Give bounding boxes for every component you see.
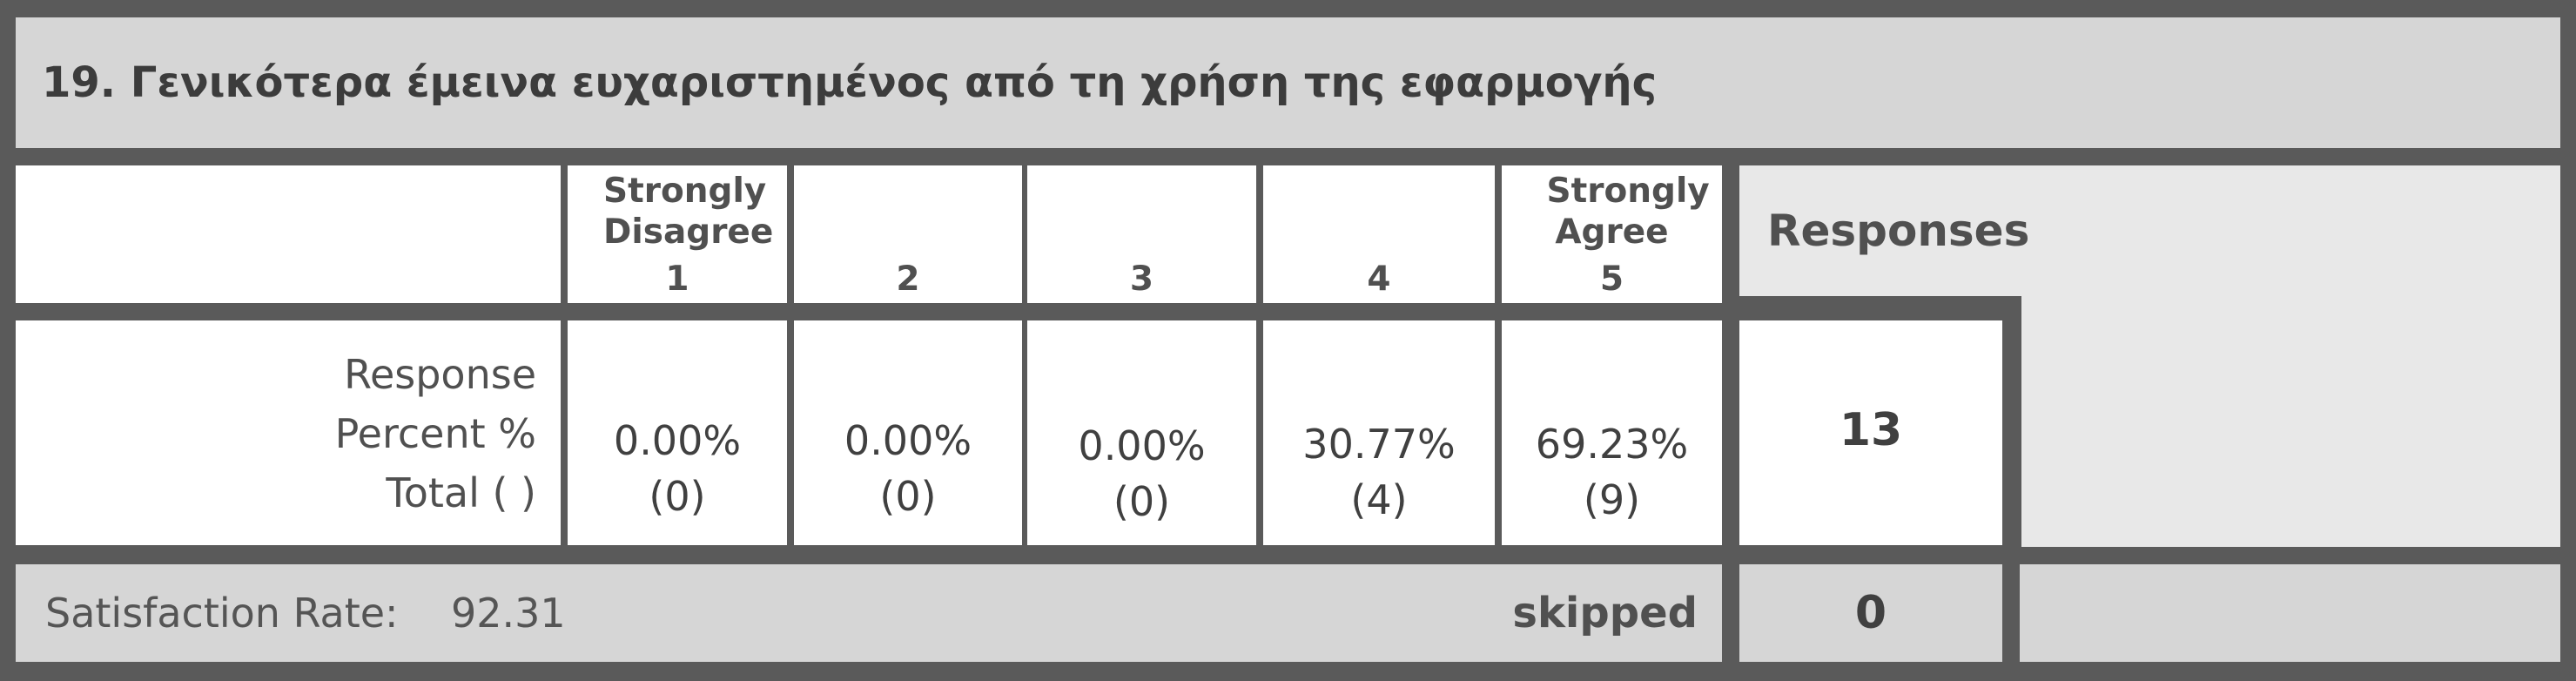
row-label-response: Response: [344, 351, 536, 398]
row-label-percent: Percent %: [334, 410, 536, 457]
value-cell-4: 30.77% (4): [1263, 320, 1495, 545]
column-header-2: 2: [794, 165, 1022, 303]
column-number: 1: [665, 260, 689, 299]
footer-side-panel: [2020, 564, 2560, 662]
column-header-3: 3: [1027, 165, 1256, 303]
percent-value: 0.00%: [844, 417, 972, 464]
percent-value: 0.00%: [1078, 422, 1206, 469]
responses-header: Responses: [1739, 165, 2560, 296]
satisfaction-label: Satisfaction Rate:: [45, 590, 399, 637]
column-header-4: 4: [1263, 165, 1495, 303]
footer-bar: Satisfaction Rate: 92.31 skipped: [16, 564, 1722, 662]
header-empty-cell: [16, 165, 561, 303]
count-value: (0): [649, 473, 706, 520]
column-number: 4: [1367, 260, 1391, 299]
count-value: (9): [1583, 476, 1641, 523]
responses-total: 13: [1839, 404, 1903, 456]
count-value: (0): [1113, 478, 1171, 525]
column-header-5: Strongly Agree 5: [1502, 165, 1722, 303]
skipped-value-cell: 0: [1739, 564, 2002, 662]
responses-header-label: Responses: [1767, 206, 2030, 256]
responses-total-cell: 13: [1739, 320, 2002, 545]
percent-value: 30.77%: [1302, 421, 1456, 468]
value-cell-2: 0.00% (0): [794, 320, 1022, 545]
column-number: 2: [896, 260, 920, 299]
responses-side-panel: [2021, 296, 2560, 547]
count-value: (0): [879, 473, 937, 520]
value-cell-3: 0.00% (0): [1027, 320, 1256, 545]
value-cell-5: 69.23% (9): [1502, 320, 1722, 545]
skipped-label: skipped: [1512, 589, 1698, 637]
column-label: Strongly Disagree: [603, 172, 774, 252]
percent-value: 0.00%: [613, 417, 742, 464]
column-header-1: Strongly Disagree 1: [568, 165, 787, 303]
question-title-bar: 19. Γενικότερα έμεινα ευχαριστημένος από…: [16, 17, 2560, 148]
percent-value: 69.23%: [1535, 421, 1689, 468]
column-number: 5: [1599, 260, 1624, 299]
column-label: Strongly Agree: [1546, 172, 1710, 252]
question-title: 19. Γενικότερα έμεινα ευχαριστημένος από…: [42, 58, 1658, 107]
row-label-total: Total ( ): [386, 469, 536, 516]
value-cell-1: 0.00% (0): [568, 320, 787, 545]
count-value: (4): [1350, 476, 1408, 523]
skipped-value: 0: [1854, 587, 1887, 639]
column-number: 3: [1129, 260, 1154, 299]
row-label-cell: Response Percent % Total ( ): [16, 320, 561, 545]
satisfaction-value: 92.31: [451, 590, 566, 637]
